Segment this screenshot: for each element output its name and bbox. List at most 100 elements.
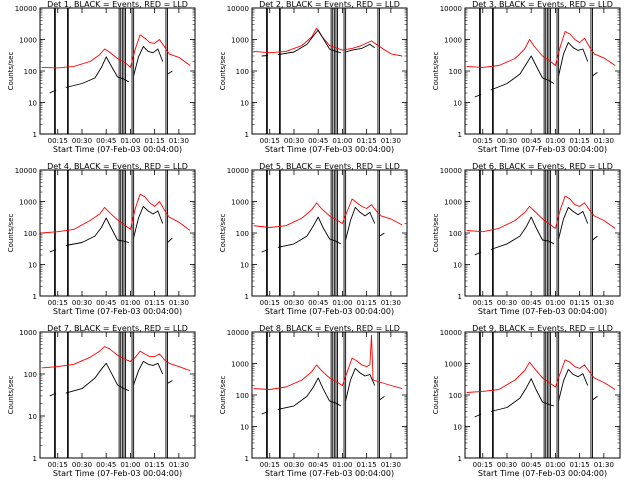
- y-tick-label: 1000: [444, 199, 462, 207]
- events-series-line: [65, 362, 129, 394]
- panel-det-7: Det 7, BLACK = Events, RED = LLD 1 10 100 10…: [7, 324, 196, 478]
- x-tick-label: 00:30: [284, 299, 304, 307]
- x-tick-label: 01:00: [120, 299, 140, 307]
- x-tick-label: 00:15: [260, 299, 280, 307]
- x-tick-label: 00:45: [308, 137, 328, 145]
- x-axis-label: Start Time (07-Feb-03 00:04:00): [53, 145, 182, 154]
- y-axis-label: Counts/sec: [432, 376, 440, 415]
- y-tick-label: 10: [240, 424, 249, 432]
- events-series-line: [474, 413, 482, 418]
- panel-title: Det 3, BLACK = Events, RED = LLD: [472, 0, 613, 9]
- x-tick-label: 00:30: [72, 299, 92, 307]
- panel-title: Det 4, BLACK = Events, RED = LLD: [47, 162, 188, 171]
- x-tick-label: 00:15: [473, 299, 493, 307]
- panel-title: Det 2, BLACK = Events, RED = LLD: [259, 0, 400, 9]
- x-tick-label: 01:15: [357, 137, 377, 145]
- x-tick-label: 00:45: [96, 137, 116, 145]
- x-tick-label: 00:45: [521, 137, 541, 145]
- x-tick-label: 01:30: [169, 461, 189, 469]
- panel-title: Det 5, BLACK = Events, RED = LLD: [259, 162, 400, 171]
- y-tick-label: 1000: [231, 361, 249, 369]
- y-tick-label: 1: [458, 131, 462, 139]
- y-tick-label: 100: [449, 230, 462, 238]
- y-tick-label: 100: [24, 230, 37, 238]
- y-tick-label: 10000: [440, 329, 462, 337]
- events-series-line: [65, 217, 129, 246]
- y-tick-label: 1000: [231, 37, 249, 45]
- lld-series-line: [466, 31, 616, 68]
- x-tick-label: 01:30: [381, 461, 401, 469]
- y-tick-label: 10000: [227, 167, 249, 175]
- x-tick-label: 00:30: [497, 137, 517, 145]
- y-axis-label: Counts/sec: [219, 52, 227, 91]
- x-tick-label: 00:15: [48, 137, 68, 145]
- x-tick-label: 01:00: [332, 137, 352, 145]
- x-tick-label: 00:45: [96, 461, 116, 469]
- panel-det-4: Det 4, BLACK = Events, RED = LLD 1 10 100 10…: [7, 162, 196, 316]
- x-axis-label: Start Time (07-Feb-03 00:04:00): [265, 307, 394, 316]
- events-series-line: [558, 368, 589, 402]
- panel-det-3: Det 3, BLACK = Events, RED = LLD 1 10 100 10…: [432, 0, 621, 154]
- y-axis-label: Counts/sec: [7, 214, 15, 253]
- x-tick-label: 00:30: [72, 137, 92, 145]
- events-series-line: [133, 360, 164, 386]
- events-series-line: [490, 55, 555, 91]
- panel-title: Det 9, BLACK = Events, RED = LLD: [472, 324, 613, 333]
- events-series-line: [592, 72, 598, 77]
- x-tick-label: 01:15: [570, 137, 590, 145]
- lld-series-line: [41, 34, 191, 69]
- panel-det-5: Det 5, BLACK = Events, RED = LLD 1 10 100 10…: [219, 162, 408, 316]
- events-series-line: [261, 249, 269, 253]
- x-axis-label: Start Time (07-Feb-03 00:04:00): [265, 145, 394, 154]
- x-tick-label: 00:30: [284, 461, 304, 469]
- y-tick-label: 100: [24, 68, 37, 76]
- x-tick-label: 00:30: [497, 299, 517, 307]
- y-tick-label: 1: [458, 455, 462, 463]
- panel-title: Det 6, BLACK = Events, RED = LLD: [472, 162, 613, 171]
- x-tick-label: 00:30: [497, 461, 517, 469]
- y-tick-label: 100: [236, 392, 249, 400]
- x-tick-label: 01:15: [145, 137, 165, 145]
- events-series-line: [474, 94, 482, 98]
- lld-series-line: [466, 359, 616, 393]
- events-series-line: [345, 206, 376, 241]
- x-axis-label: Start Time (07-Feb-03 00:04:00): [478, 307, 607, 316]
- events-series-line: [167, 380, 173, 384]
- events-series-line: [133, 46, 164, 77]
- events-series-line: [167, 70, 173, 75]
- lld-series-line: [253, 198, 403, 228]
- events-series-line: [133, 205, 164, 239]
- y-tick-label: 10000: [440, 167, 462, 175]
- y-tick-label: 10000: [15, 5, 37, 13]
- y-tick-label: 1: [458, 293, 462, 301]
- y-tick-label: 10: [240, 100, 249, 108]
- y-tick-label: 10000: [227, 329, 249, 337]
- x-tick-label: 01:00: [332, 299, 352, 307]
- events-series-line: [345, 367, 376, 402]
- panel-title: Det 7, BLACK = Events, RED = LLD: [47, 324, 188, 333]
- events-series-line: [167, 237, 173, 243]
- panel-det-2: Det 2, BLACK = Events, RED = LLD 1 10 100 10…: [219, 0, 408, 154]
- events-series-line: [379, 396, 385, 401]
- x-tick-label: 01:30: [381, 299, 401, 307]
- y-tick-label: 10: [28, 262, 37, 270]
- events-series-line: [261, 411, 269, 415]
- x-tick-label: 00:45: [521, 299, 541, 307]
- y-tick-label: 10000: [15, 167, 37, 175]
- x-tick-label: 00:15: [473, 461, 493, 469]
- x-tick-label: 01:30: [594, 461, 614, 469]
- x-tick-label: 01:00: [545, 137, 565, 145]
- y-tick-label: 1: [245, 293, 249, 301]
- y-tick-label: 1: [33, 293, 37, 301]
- y-tick-label: 10: [453, 262, 462, 270]
- y-tick-label: 10: [240, 262, 249, 270]
- y-axis-label: Counts/sec: [432, 52, 440, 91]
- lld-series-line: [41, 346, 191, 372]
- events-series-line: [49, 249, 57, 253]
- lld-series-line: [466, 195, 616, 233]
- events-series-line: [558, 206, 589, 240]
- y-tick-label: 1000: [19, 329, 37, 337]
- plot-frame: [464, 169, 621, 297]
- events-series-line: [277, 29, 341, 56]
